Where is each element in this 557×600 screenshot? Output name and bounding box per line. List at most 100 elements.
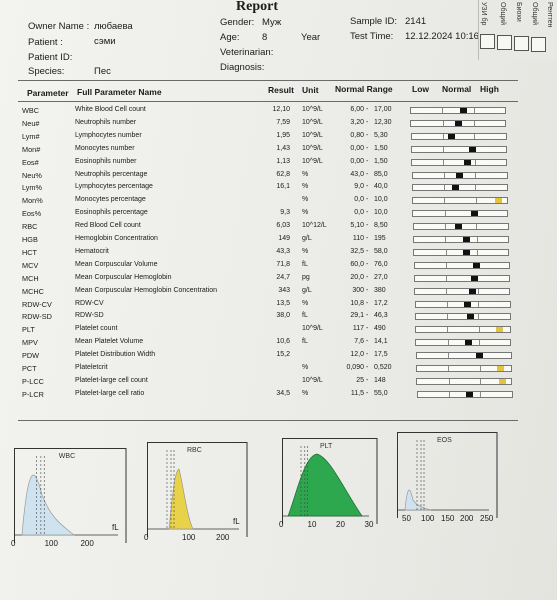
histogram-tick: 10 bbox=[307, 520, 317, 529]
table-row: Mon% Monocytes percentage% 0,0 10,0- bbox=[0, 196, 557, 208]
result-value: 7,59 bbox=[276, 118, 290, 126]
table-row: PCT Plateletcrit% 0,090 0,520- bbox=[0, 364, 557, 376]
range-marker bbox=[462, 249, 470, 255]
range-marker bbox=[468, 288, 476, 294]
result-value: 1,95 bbox=[276, 131, 290, 139]
result-value: 24,7 bbox=[276, 273, 290, 281]
result-value: 15,2 bbox=[276, 351, 290, 359]
table-row: MPV Mean Platelet Volume 10,6 fL 7,6 14,1- bbox=[0, 338, 557, 350]
histogram-title: RBC bbox=[187, 447, 202, 454]
param-name: Mean Corpuscular Hemoglobin bbox=[75, 273, 172, 281]
range-high: 17,00 bbox=[374, 106, 392, 113]
checkbox bbox=[514, 36, 529, 51]
range-low: 0,090 bbox=[346, 364, 364, 371]
param-code: Eos# bbox=[22, 157, 39, 167]
unit-value: % bbox=[302, 170, 309, 178]
diagnosis-label: Diagnosis: bbox=[220, 62, 265, 73]
unit-value: g/L bbox=[302, 286, 312, 294]
histogram-tick: 0 bbox=[279, 520, 284, 529]
col-result: Result bbox=[268, 85, 294, 95]
param-code: MCH bbox=[22, 273, 39, 283]
table-row: P-LCR Platelet-large cell ratio 34,5% 11,5 5… bbox=[0, 390, 557, 402]
param-name: Platelet-large cell ratio bbox=[75, 389, 145, 397]
species-value: Пес bbox=[94, 66, 111, 77]
range-low: 0,00 bbox=[350, 157, 364, 165]
histogram-tick: 150 bbox=[441, 514, 455, 523]
unit-value: 10^9/L bbox=[302, 144, 323, 152]
histogram-curve bbox=[168, 468, 194, 530]
param-name: Mean Corpuscular Volume bbox=[75, 260, 158, 268]
divider bbox=[18, 420, 518, 421]
col-unit: Unit bbox=[302, 85, 319, 95]
param-name: Monocytes percentage bbox=[75, 196, 146, 204]
param-name: Red Blood Cell count bbox=[75, 222, 141, 230]
histogram-curve bbox=[287, 453, 363, 517]
range-marker bbox=[463, 159, 471, 165]
range-dash: - bbox=[366, 118, 369, 126]
range-high: 17,2 bbox=[374, 299, 388, 307]
range-bar bbox=[410, 132, 507, 140]
range-high: 55,0 bbox=[374, 389, 388, 397]
table-row: HGB Hemoglobin Concentration 149 g/L 110 195- bbox=[0, 235, 557, 247]
range-low: 11,5 bbox=[350, 389, 364, 397]
range-high: 1,50 bbox=[374, 144, 388, 152]
range-marker bbox=[466, 391, 474, 397]
range-dash: - bbox=[366, 389, 369, 397]
param-name: Platelet Distribution Width bbox=[75, 351, 156, 359]
result-value: 62,8 bbox=[276, 170, 290, 178]
result-value: 1,13 bbox=[276, 157, 290, 165]
side-label: Общий bbox=[499, 2, 506, 26]
range-marker bbox=[470, 211, 478, 217]
range-bar bbox=[415, 339, 512, 347]
range-marker bbox=[469, 146, 477, 152]
range-bar bbox=[411, 158, 508, 166]
unit-value: % bbox=[302, 247, 309, 255]
param-name: RDW-CV bbox=[75, 299, 104, 307]
range-marker bbox=[462, 237, 470, 242]
range-bar bbox=[415, 352, 512, 360]
range-dash: - bbox=[366, 325, 369, 333]
unit-value: fL bbox=[302, 338, 308, 346]
range-dash: - bbox=[366, 364, 369, 371]
table-row: MCHC Mean Corpuscular Hemoglobin Concentr… bbox=[0, 287, 557, 299]
param-code: PDW bbox=[22, 351, 40, 361]
table-row: PDW Platelet Distribution Width 15,2 12,0 17… bbox=[0, 351, 557, 363]
range-bar bbox=[416, 390, 513, 398]
table-row: PLT Platelet count 10^9/L 117 490- bbox=[0, 325, 557, 337]
side-label: Биохи bbox=[515, 2, 522, 22]
range-bar bbox=[410, 119, 507, 127]
table-row: MCH Mean Corpuscular Hemoglobin 24,7 pg 20,0… bbox=[0, 274, 557, 286]
param-code: PLT bbox=[22, 325, 35, 335]
range-marker bbox=[459, 108, 467, 113]
unit-value: 10^9/L bbox=[302, 376, 323, 384]
report-title: Report bbox=[236, 0, 278, 14]
range-low: 29,1 bbox=[350, 312, 364, 320]
range-marker bbox=[498, 378, 506, 384]
range-dash: - bbox=[366, 376, 369, 384]
histogram-eos bbox=[397, 432, 498, 518]
unit-value: 10^9/L bbox=[302, 325, 323, 333]
param-name: Neutrophils number bbox=[75, 118, 137, 126]
side-label: Рентген bbox=[546, 2, 553, 28]
range-dash: - bbox=[366, 235, 369, 242]
range-high: 10,0 bbox=[374, 196, 388, 204]
unit-value: fL bbox=[302, 312, 308, 320]
range-dash: - bbox=[366, 144, 369, 152]
sample-label: Sample ID: bbox=[350, 16, 397, 27]
range-marker bbox=[455, 120, 463, 126]
param-name: Mean Corpuscular Hemoglobin Concentratio… bbox=[75, 286, 218, 294]
col-normal-range: Normal Range bbox=[335, 84, 393, 94]
range-high: 46,3 bbox=[374, 312, 388, 320]
histogram-tick: 200 bbox=[460, 514, 474, 523]
range-marker bbox=[452, 185, 460, 191]
range-dash: - bbox=[366, 106, 369, 113]
param-code: RBC bbox=[22, 222, 38, 232]
param-code: P-LCR bbox=[22, 389, 44, 399]
owner-label: Owner Name : bbox=[28, 21, 90, 32]
range-marker bbox=[494, 198, 502, 204]
result-value: 13,5 bbox=[276, 299, 290, 307]
range-low: 32,5 bbox=[350, 247, 364, 255]
divider bbox=[18, 80, 518, 81]
range-high: 490 bbox=[374, 325, 386, 333]
